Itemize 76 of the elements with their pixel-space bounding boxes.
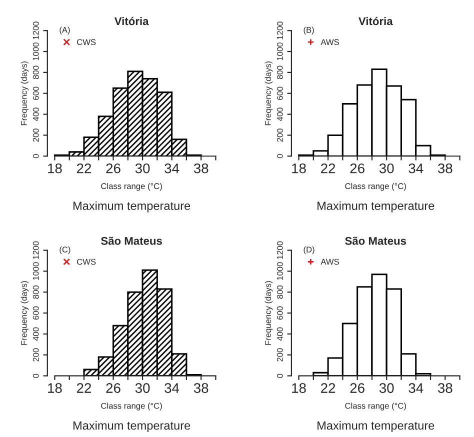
y-tick-label: 800: [32, 66, 39, 80]
y-tick-label: 1200: [32, 241, 39, 259]
chart-title: São Mateus: [345, 236, 406, 245]
y-tick-label: 1200: [276, 22, 283, 40]
annotation: (D): [304, 246, 314, 254]
x-tick-label: 18: [48, 383, 62, 393]
y-tick-label: 600: [276, 86, 283, 100]
x-tick-label: 30: [379, 383, 394, 393]
x-axis-title: Class range (°C): [345, 402, 406, 410]
y-tick-label: 800: [32, 286, 39, 299]
x-tick-label: 34: [164, 163, 180, 174]
y-tick-label: 1000: [32, 42, 39, 60]
x-tick-label: 22: [76, 383, 92, 393]
x-axis-title: Class range (°C): [101, 182, 162, 191]
text: Maximum temperature: [73, 201, 190, 212]
x-tick-label: 38: [438, 163, 452, 174]
y-tick-label: 1200: [32, 22, 39, 40]
text: Maximum temperature: [73, 421, 190, 432]
x-tick-label: 18: [48, 163, 62, 174]
x-axis-title: Class range (°C): [101, 402, 162, 410]
text: Maximum temperature: [318, 201, 434, 212]
text: AWS: [320, 39, 339, 46]
y-tick-label: 200: [276, 348, 283, 362]
y-axis-title: Frequency (days): [264, 61, 273, 126]
x-tick-label: 26: [106, 163, 120, 174]
annotation: (C): [60, 246, 70, 254]
y-tick-label: 800: [276, 66, 283, 80]
y-tick-label: 400: [276, 108, 283, 122]
x-tick-label: 26: [106, 383, 120, 393]
y-tick-label: 200: [32, 348, 39, 362]
y-tick-label: 1000: [32, 262, 39, 280]
chart-title: São Mateus: [101, 236, 162, 245]
y-tick-label: 0: [276, 154, 283, 158]
y-tick-label: 0: [276, 374, 283, 378]
x-tick-label: 34: [408, 163, 424, 174]
x-tick-label: 22: [321, 163, 336, 174]
y-tick-label: 600: [276, 306, 283, 320]
x-tick-label: 30: [135, 383, 150, 393]
x-tick-label: 18: [292, 383, 306, 393]
y-tick-label: 1200: [276, 241, 283, 259]
x-tick-label: 34: [164, 383, 180, 393]
x-tick-label: 22: [321, 383, 336, 393]
x-tick-label: 30: [135, 163, 150, 174]
y-axis-title: Frequency (days): [20, 281, 29, 345]
y-tick-label: 400: [32, 108, 39, 122]
x-tick-label: 38: [194, 383, 208, 393]
text: AWS: [320, 258, 339, 265]
y-tick-label: 200: [32, 128, 39, 142]
y-axis-title: Frequency (days): [20, 61, 29, 126]
annotation: (B): [304, 26, 314, 34]
x-axis-title: Class range (°C): [345, 182, 406, 191]
y-axis-title: Frequency (days): [264, 281, 273, 345]
y-tick-label: 0: [32, 154, 39, 158]
y-tick-label: 600: [32, 86, 39, 100]
annotation: (A): [60, 26, 70, 34]
x-tick-label: 22: [76, 163, 92, 174]
y-tick-label: 0: [32, 374, 39, 378]
text: CWS: [77, 39, 96, 46]
y-tick-label: 200: [276, 128, 283, 142]
chart-title: Vitória: [114, 16, 149, 26]
x-tick-label: 26: [350, 163, 364, 174]
x-tick-label: 38: [194, 163, 208, 174]
x-tick-label: 34: [408, 383, 424, 393]
y-tick-label: 800: [276, 286, 283, 299]
chart-title: Vitória: [358, 16, 393, 26]
text: Maximum temperature: [318, 421, 434, 432]
y-tick-label: 600: [32, 306, 39, 320]
x-tick-label: 26: [350, 383, 364, 393]
y-tick-label: 400: [276, 327, 283, 341]
x-tick-label: 30: [379, 163, 394, 174]
y-tick-label: 1000: [276, 42, 283, 60]
text: CWS: [77, 258, 96, 265]
x-tick-label: 18: [292, 163, 306, 174]
y-tick-label: 400: [32, 327, 39, 341]
x-tick-label: 38: [438, 383, 452, 393]
y-tick-label: 1000: [276, 262, 283, 280]
